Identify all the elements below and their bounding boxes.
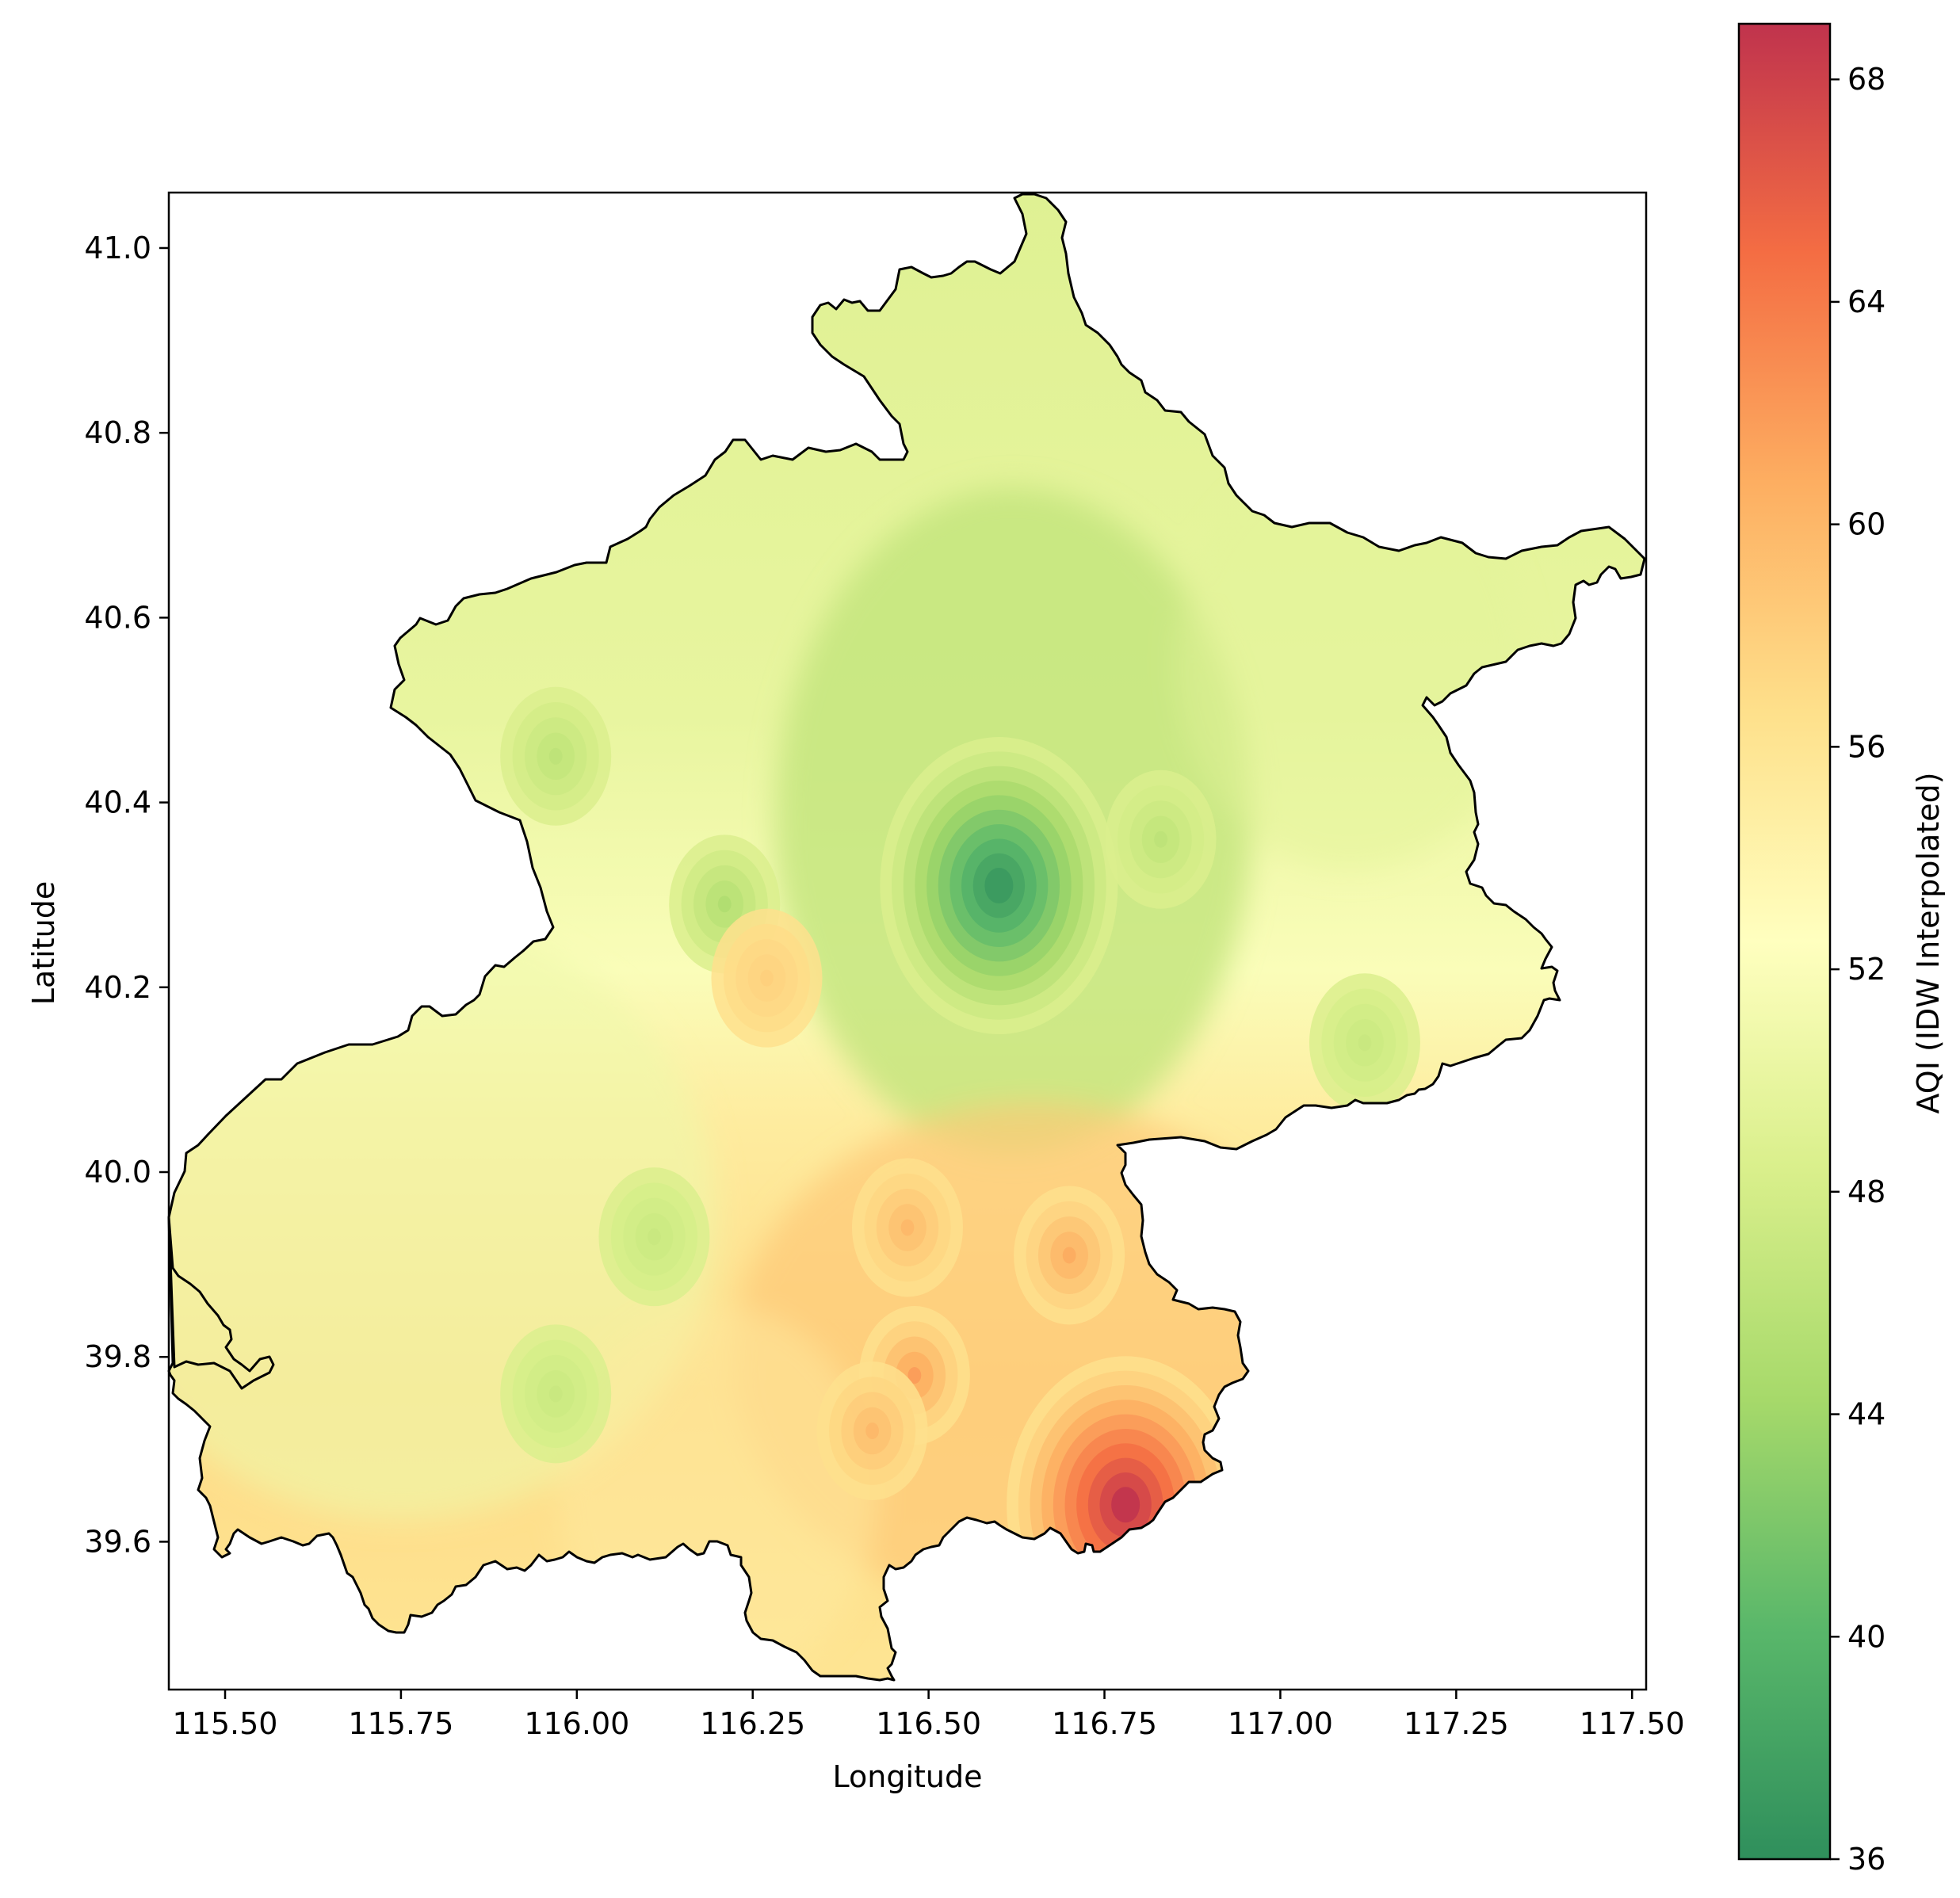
y-tick-label: 40.8 bbox=[84, 415, 151, 450]
x-tick-label: 117.25 bbox=[1404, 1706, 1509, 1741]
colorbar: 36 40 44 48 52 56 60 64 68 AQI (IDW Interpolated… bbox=[1737, 22, 1946, 1877]
colorbar-label: AQI (IDW Interpolated) bbox=[1911, 772, 1946, 1113]
x-tick-label: 115.50 bbox=[173, 1706, 278, 1741]
y-axis-label: Latitude bbox=[26, 881, 61, 1005]
x-tick-label: 115.75 bbox=[348, 1706, 453, 1741]
aqi-hotspot-ring bbox=[1358, 1034, 1372, 1052]
colorbar-tick-label: 52 bbox=[1847, 952, 1885, 987]
colorbar-ticks: 36 40 44 48 52 56 60 64 68 bbox=[1830, 62, 1885, 1877]
aqi-hotspot-ring bbox=[907, 1367, 922, 1384]
colorbar-scale bbox=[1737, 22, 1832, 1861]
aqi-hotspots bbox=[500, 686, 1420, 1654]
x-tick-label: 117.50 bbox=[1580, 1706, 1685, 1741]
x-tick-label: 116.50 bbox=[876, 1706, 981, 1741]
y-tick-label: 40.4 bbox=[84, 785, 151, 820]
aqi-hotspot-ring bbox=[1062, 1247, 1076, 1264]
x-tick-label: 116.00 bbox=[524, 1706, 629, 1741]
x-axis-ticks: 115.50 115.75 116.00 116.25 116.50 116.75 117.… bbox=[173, 1690, 1685, 1741]
x-tick-label: 117.00 bbox=[1228, 1706, 1333, 1741]
aqi-hotspot-ring bbox=[648, 1228, 661, 1246]
aqi-hotspot-ring bbox=[717, 896, 732, 913]
y-tick-label: 40.2 bbox=[84, 970, 151, 1005]
aqi-hotspot-ring bbox=[900, 1219, 915, 1236]
x-axis-label: Longitude bbox=[833, 1759, 983, 1794]
colorbar-tick-label: 56 bbox=[1847, 729, 1885, 764]
aqi-hotspot-ring bbox=[548, 1385, 563, 1403]
colorbar-tick-label: 44 bbox=[1847, 1397, 1885, 1432]
axes-frame bbox=[167, 191, 1648, 1691]
y-tick-label: 41.0 bbox=[84, 231, 151, 265]
y-axis-ticks: 39.6 39.8 40.0 40.2 40.4 40.6 40.8 41.0 bbox=[84, 231, 169, 1559]
y-tick-label: 39.6 bbox=[84, 1524, 151, 1559]
aqi-hotspot-ring bbox=[760, 969, 774, 987]
colorbar-tick-label: 68 bbox=[1847, 62, 1885, 97]
colorbar-tick-label: 36 bbox=[1847, 1842, 1885, 1877]
aqi-hotspot-ring bbox=[548, 747, 563, 765]
aqi-field bbox=[169, 194, 1645, 1680]
colorbar-tick-label: 40 bbox=[1847, 1619, 1885, 1654]
aqi-hotspot-ring bbox=[984, 868, 1014, 904]
y-tick-label: 40.6 bbox=[84, 600, 151, 635]
plot-area: 115.50 115.75 116.00 116.25 116.50 116.75 117.… bbox=[26, 191, 1685, 1794]
region-border bbox=[167, 193, 1646, 1682]
colorbar-tick-label: 64 bbox=[1847, 285, 1885, 319]
aqi-hotspot-ring bbox=[1154, 831, 1167, 848]
aqi-wash bbox=[1176, 457, 1526, 870]
colorbar-tick-label: 48 bbox=[1847, 1174, 1885, 1209]
x-tick-label: 116.75 bbox=[1052, 1706, 1157, 1741]
colorbar-tick-label: 60 bbox=[1847, 507, 1885, 542]
aqi-hotspot-ring bbox=[1111, 1487, 1140, 1523]
aqi-wash bbox=[559, 1305, 877, 1680]
y-tick-label: 39.8 bbox=[84, 1339, 151, 1374]
y-tick-label: 40.0 bbox=[84, 1155, 151, 1190]
aqi-hotspot-ring bbox=[865, 1423, 880, 1440]
x-tick-label: 116.25 bbox=[700, 1706, 805, 1741]
